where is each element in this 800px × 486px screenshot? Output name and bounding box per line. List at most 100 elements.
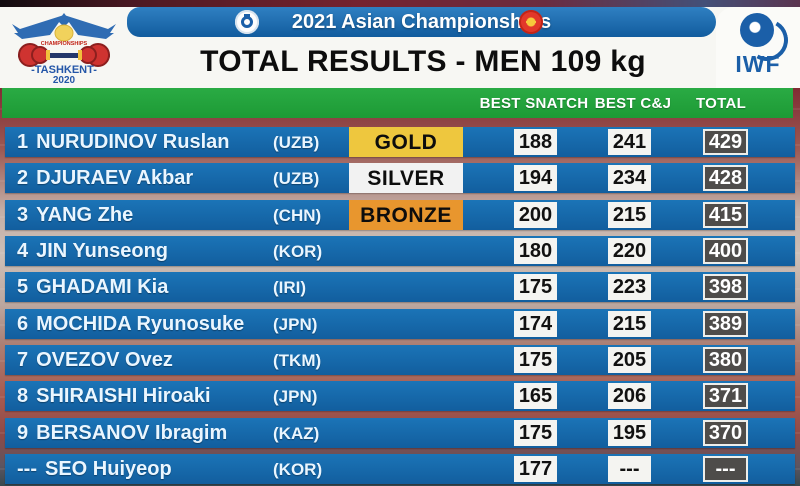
country-code: (KAZ) (273, 424, 320, 443)
athlete: 9 BERSANOV Ibragim (17, 418, 227, 448)
athlete: 5 GHADAMI Kia (17, 272, 168, 302)
total-value: 389 (703, 311, 748, 337)
best-snatch-value: 188 (514, 129, 557, 155)
rank: 5 (17, 275, 29, 298)
athlete-name: BERSANOV Ibragim (36, 421, 228, 444)
best-snatch-value: 177 (514, 456, 557, 482)
rank: 1 (17, 130, 29, 153)
table-row: 3 YANG Zhe (CHN) BRONZE 200 215 415 (5, 200, 795, 230)
total-value: 371 (703, 383, 748, 409)
athlete-name: NURUDINOV Ruslan (36, 130, 230, 153)
table-row: 1 NURUDINOV Ruslan (UZB) GOLD 188 241 429 (5, 127, 795, 157)
total-value: 415 (703, 202, 748, 228)
column-header-bar: BEST SNATCH BEST C&J TOTAL (2, 88, 793, 118)
best-cj-value: 220 (608, 238, 651, 264)
rank: 3 (17, 203, 29, 226)
country-code: (CHN) (273, 206, 322, 225)
best-snatch-value: 175 (514, 420, 557, 446)
country-code: (KOR) (273, 460, 323, 479)
table-row: 6 MOCHIDA Ryunosuke (JPN) 174 215 389 (5, 309, 795, 339)
athlete: 7 OVEZOV Ovez (17, 345, 173, 375)
logo-year-text: 2020 (53, 75, 76, 85)
athlete: --- SEO Huiyeop (17, 454, 172, 484)
medal-badge: GOLD (349, 127, 463, 157)
kyrgyzstan-flag-icon (519, 10, 543, 34)
athlete-name: GHADAMI Kia (36, 275, 169, 298)
table-row: 9 BERSANOV Ibragim (KAZ) 175 195 370 (5, 418, 795, 448)
asian-federation-icon (235, 10, 259, 34)
country-code: (UZB) (273, 133, 320, 152)
total-value: 400 (703, 238, 748, 264)
best-cj-value: --- (608, 456, 651, 482)
championship-title: 2021 Asian Championships (291, 11, 552, 33)
athlete: 6 MOCHIDA Ryunosuke (17, 309, 244, 339)
total-value: --- (703, 456, 748, 482)
athlete-name: DJURAEV Akbar (36, 166, 194, 189)
best-snatch-value: 194 (514, 165, 557, 191)
rank: 7 (17, 348, 29, 371)
column-header-best-snatch: BEST SNATCH (479, 95, 589, 112)
country-code: (JPN) (273, 387, 318, 406)
athlete: 2 DJURAEV Akbar (17, 163, 193, 193)
best-cj-value: 195 (608, 420, 651, 446)
table-row: --- SEO Huiyeop (KOR) 177 --- --- (5, 454, 795, 484)
iwf-logo-icon (740, 13, 774, 47)
total-value: 429 (703, 129, 748, 155)
rank: 8 (17, 384, 29, 407)
athlete: 3 YANG Zhe (17, 200, 133, 230)
medal-badge: BRONZE (349, 200, 463, 230)
best-snatch-value: 174 (514, 311, 557, 337)
athlete: 1 NURUDINOV Ruslan (17, 127, 229, 157)
table-row: 2 DJURAEV Akbar (UZB) SILVER 194 234 428 (5, 163, 795, 193)
rank: 6 (17, 312, 29, 335)
column-header-best-cj: BEST C&J (594, 95, 672, 112)
country-code: (UZB) (273, 169, 320, 188)
tashkent-2020-event-logo: CHAMPIONSHIPS -TASHKENT- 2020 (12, 13, 116, 85)
logo-tashkent-text: -TASHKENT- (31, 64, 97, 76)
rank: 4 (17, 239, 29, 262)
athlete-name: OVEZOV Ovez (36, 348, 173, 371)
best-cj-value: 241 (608, 129, 651, 155)
best-cj-value: 223 (608, 274, 651, 300)
athlete-name: YANG Zhe (36, 203, 134, 226)
best-snatch-value: 200 (514, 202, 557, 228)
iwf-label: IWF (735, 51, 781, 77)
athlete-name: SEO Huiyeop (44, 457, 172, 480)
logo-championships-text: CHAMPIONSHIPS (41, 41, 88, 47)
top-edge-strip (0, 0, 800, 7)
table-row: 5 GHADAMI Kia (IRI) 175 223 398 (5, 272, 795, 302)
best-snatch-value: 175 (514, 274, 557, 300)
country-code: (TKM) (273, 351, 322, 370)
table-row: 4 JIN Yunseong (KOR) 180 220 400 (5, 236, 795, 266)
athlete: 4 JIN Yunseong (17, 236, 168, 266)
total-value: 428 (703, 165, 748, 191)
athlete-name: SHIRAISHI Hiroaki (36, 384, 211, 407)
rank: 2 (17, 166, 29, 189)
medal-badge: SILVER (349, 163, 463, 193)
athlete-name: MOCHIDA Ryunosuke (36, 312, 245, 335)
iwf-panel: IWF (716, 7, 800, 88)
total-value: 380 (703, 347, 748, 373)
table-row: 7 OVEZOV Ovez (TKM) 175 205 380 (5, 345, 795, 375)
best-cj-value: 215 (608, 202, 651, 228)
best-cj-value: 234 (608, 165, 651, 191)
best-snatch-value: 180 (514, 238, 557, 264)
column-header-total: TOTAL (695, 95, 747, 112)
table-row: 8 SHIRAISHI Hiroaki (JPN) 165 206 371 (5, 381, 795, 411)
best-snatch-value: 175 (514, 347, 557, 373)
page-title: TOTAL RESULTS - MEN 109 kg (200, 45, 646, 78)
athlete-name: JIN Yunseong (36, 239, 169, 262)
best-cj-value: 215 (608, 311, 651, 337)
best-cj-value: 205 (608, 347, 651, 373)
country-code: (KOR) (273, 242, 323, 261)
championship-title-bar: 2021 Asian Championships (127, 7, 716, 37)
country-code: (JPN) (273, 315, 318, 334)
rank: --- (17, 457, 37, 480)
best-snatch-value: 165 (514, 383, 557, 409)
total-value: 370 (703, 420, 748, 446)
athlete: 8 SHIRAISHI Hiroaki (17, 381, 211, 411)
best-cj-value: 206 (608, 383, 651, 409)
total-value: 398 (703, 274, 748, 300)
country-code: (IRI) (273, 278, 307, 297)
